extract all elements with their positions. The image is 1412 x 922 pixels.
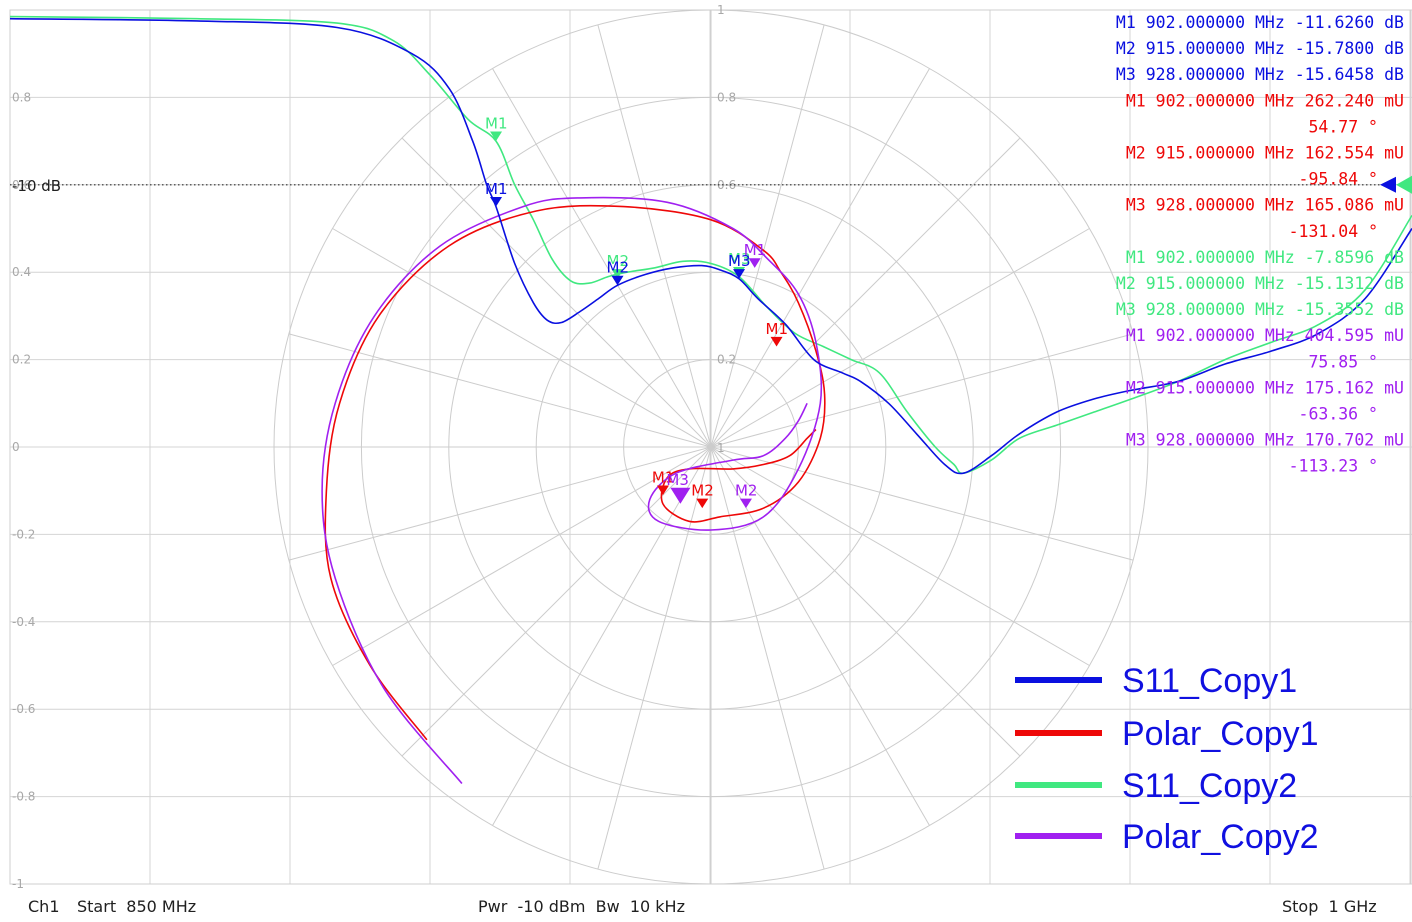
marker-readout-line: -63.36 °	[1299, 405, 1378, 424]
marker-readout-line: M1 902.000000 MHz 262.240 mU	[1126, 91, 1404, 110]
y-tick-labels: 0.8 0.6 0.4 0.2 0 -0.2 -0.4 -0.6 -0.8 -1	[12, 90, 35, 891]
marker-readout-line: M2 915.000000 MHz 162.554 mU	[1126, 144, 1404, 163]
trace-marker-label: M2	[607, 252, 630, 270]
footer-power: Pwr -10 dBm Bw 10 kHz	[478, 897, 685, 916]
reference-line-label: -10 dB	[12, 177, 61, 195]
marker-readout-line: M3 928.000000 MHz -15.3552 dB	[1116, 300, 1404, 319]
marker-readout-line: 75.85 °	[1308, 352, 1378, 371]
trace-marker-triangle	[611, 275, 624, 286]
trace-marker-triangle	[696, 498, 709, 509]
polar-ring-label: 0.8	[717, 90, 736, 104]
traces	[9, 15, 1412, 785]
y-tick-label: 0.8	[12, 90, 31, 104]
legend-entry-label: Polar_Copy1	[1122, 715, 1319, 753]
trace-marker-label: M1	[766, 320, 789, 338]
marker-readout-line: M3 928.000000 MHz 170.702 mU	[1126, 431, 1404, 450]
trace-marker-triangle	[733, 269, 746, 279]
marker-readouts: M1 902.000000 MHz -11.6260 dB M2 915.0000…	[1116, 13, 1404, 476]
y-tick-label: -0.8	[12, 790, 35, 804]
legend: S11_Copy1 Polar_Copy1 S11_Copy2 Polar_Copy2	[1015, 662, 1319, 856]
trace-marker-triangle	[656, 485, 669, 496]
polar-spoke	[288, 333, 1134, 561]
reference-line: -10 dB	[10, 175, 1412, 195]
trace-marker-triangle	[490, 131, 503, 142]
y-tick-label: -1	[12, 877, 24, 891]
trace-marker-label: M1	[485, 180, 508, 198]
marker-readout-line: M3 928.000000 MHz 165.086 mU	[1126, 196, 1404, 215]
marker-readout-line: M2 915.000000 MHz -15.7800 dB	[1116, 39, 1404, 58]
legend-entry-label: S11_Copy1	[1122, 662, 1297, 700]
trace-marker-label: M1	[485, 115, 508, 133]
trace-marker-label: M3	[666, 471, 689, 489]
marker-readout-line: -95.84 °	[1299, 170, 1378, 189]
polar-ring-label: 0.2	[717, 353, 736, 367]
trace-marker-triangle	[490, 197, 503, 207]
reference-arrow-blue	[1380, 176, 1396, 193]
trace-marker-label: M2	[735, 482, 758, 500]
footer-channel: Ch1	[28, 897, 60, 916]
trace-marker-label: M3	[728, 250, 751, 268]
y-tick-label: 0	[12, 440, 20, 454]
trace-marker-triangle	[770, 336, 783, 347]
trace-s11-copy1	[9, 17, 1412, 475]
marker-readout-line: M1 902.000000 MHz 404.595 mU	[1126, 326, 1404, 345]
trace-marker-triangle	[670, 487, 691, 504]
marker-readout-line: M1 902.000000 MHz -11.6260 dB	[1116, 13, 1404, 32]
trace-marker-triangle	[739, 498, 752, 509]
trace-marker-triangle	[611, 269, 624, 279]
y-tick-label: 0.4	[12, 265, 31, 279]
trace-marker-label: M2	[607, 259, 630, 277]
reference-arrow-green	[1396, 175, 1412, 194]
trace-marker-label: M1	[652, 468, 675, 486]
y-tick-label: -0.6	[12, 702, 35, 716]
y-tick-label: -0.4	[12, 615, 35, 629]
marker-readout-line: M1 902.000000 MHz -7.8596 dB	[1126, 248, 1404, 267]
marker-readout-line: 54.77 °	[1308, 117, 1378, 136]
marker-readout-line: -113.23 °	[1289, 457, 1378, 476]
marker-readout-line: M3 928.000000 MHz -15.6458 dB	[1116, 65, 1404, 84]
trace-marker-label: M3	[728, 252, 751, 270]
footer-stop: Stop 1 GHz	[1282, 897, 1377, 916]
marker-readout-line: M2 915.000000 MHz -15.1312 dB	[1116, 274, 1404, 293]
trace-marker-triangle	[748, 258, 761, 268]
polar-grid	[273, 9, 1149, 885]
polar-ring-label: 1	[717, 441, 725, 455]
trace-marker-label: M2	[691, 482, 714, 500]
trace-marker-label: M1	[744, 241, 767, 259]
y-tick-label: -0.2	[12, 527, 35, 541]
legend-entry-label: S11_Copy2	[1122, 767, 1297, 805]
trace-polar-copy2	[321, 196, 823, 785]
legend-entry-label: Polar_Copy2	[1122, 818, 1319, 856]
y-tick-label: 0.2	[12, 353, 31, 367]
y-tick-label: 0.6	[12, 178, 31, 192]
footer-start: Start 850 MHz	[77, 897, 197, 916]
marker-readout-line: -131.04 °	[1289, 222, 1378, 241]
marker-readout-line: M2 915.000000 MHz 175.162 mU	[1126, 378, 1404, 397]
polar-ring-label: 1	[717, 3, 725, 17]
